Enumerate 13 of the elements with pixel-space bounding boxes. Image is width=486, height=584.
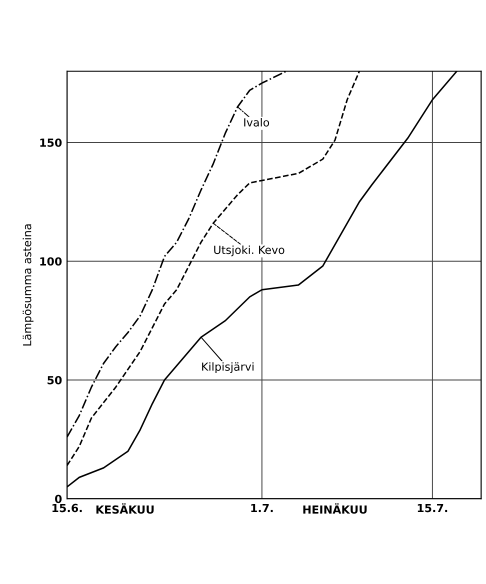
y-tick-label: 0 <box>55 494 62 504</box>
legend-label: Ivalo <box>244 118 270 127</box>
y-tick-label: 150 <box>40 138 62 147</box>
legend-label: Utsjoki. Kevo <box>214 245 284 256</box>
y-axis-title: Lämpösumma asteina <box>22 224 34 346</box>
y-tick-label: 100 <box>40 257 62 266</box>
text: KESÄKUU <box>96 503 154 514</box>
x-tick-label: 15.6. <box>52 504 82 512</box>
text: HEINÄKUU <box>303 503 367 514</box>
y-tick-label: 50 <box>48 376 62 384</box>
legend-label: Kilpisjärvi <box>202 362 254 373</box>
x-tick-label: 1.7. <box>251 504 273 512</box>
x-tick-label: 15.7. <box>418 504 448 512</box>
